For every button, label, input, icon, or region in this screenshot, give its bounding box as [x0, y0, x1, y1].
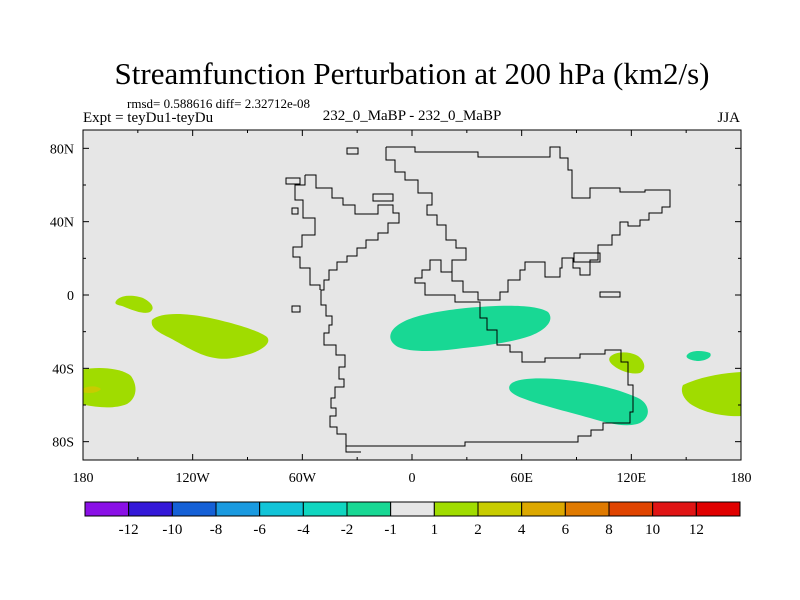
colorbar-swatch: [695, 501, 741, 517]
y-tick-label: 80N: [50, 142, 74, 157]
colorbar-label: -6: [253, 522, 266, 538]
y-tick-label: 40S: [52, 362, 74, 377]
indian-ocean-negative-south: [509, 378, 648, 426]
x-tick-label: 180: [731, 471, 752, 486]
colorbar: -12 -10 -8 -6 -4 -2 -1 1 2 4 6 8 10 12: [84, 501, 741, 538]
s-pacific-east-positive: [681, 372, 741, 417]
colorbar-label: -1: [384, 522, 397, 538]
season-label: JJA: [717, 110, 740, 126]
colorbar-label: 6: [562, 522, 570, 538]
colorbar-swatch: [608, 501, 654, 517]
x-tick-label: 0: [409, 471, 416, 486]
coastline-islands: [291, 252, 621, 313]
period-label: 232_0_MaBP - 232_0_MaBP: [323, 108, 502, 124]
coastline-antarctic-edge: [345, 446, 361, 453]
s-pacific-positive-small: [115, 295, 153, 313]
y-tick-label: 0: [67, 289, 74, 304]
tasman-negative: [686, 350, 711, 361]
colorbar-swatch: [564, 501, 610, 517]
x-tick-label: 120W: [176, 471, 211, 486]
y-tick-label: 40N: [50, 216, 74, 231]
contour-fills: [83, 295, 741, 426]
stats-label: rmsd= 0.588616 diff= 2.32712e-08: [127, 96, 310, 111]
colorbar-label: -10: [162, 522, 182, 538]
colorbar-swatch: [128, 501, 173, 517]
colorbar-swatch: [259, 501, 304, 517]
colorbar-swatch: [652, 501, 697, 517]
x-tick-label: 60E: [510, 471, 533, 486]
colorbar-swatch: [390, 501, 435, 517]
coastline-north-america-west: [292, 175, 321, 290]
colorbar-label: -2: [341, 522, 354, 538]
southern-ocean-positive-west: [83, 368, 136, 408]
colorbar-swatch: [171, 501, 217, 517]
australia-positive: [609, 352, 645, 374]
x-tick-label: 180: [73, 471, 94, 486]
colorbar-swatch: [433, 501, 479, 517]
colorbar-swatch: [477, 501, 523, 517]
coastline-eurasia: [361, 146, 671, 447]
chart-title: Streamfunction Perturbation at 200 hPa (…: [115, 56, 710, 91]
colorbar-swatch: [346, 501, 392, 517]
s-pacific-positive-large: [151, 313, 269, 359]
coastlines: [285, 146, 671, 453]
x-axis: 180 120W 60W 0 60E 120E 180: [73, 130, 752, 486]
colorbar-label: 10: [645, 522, 660, 538]
colorbar-swatch: [84, 501, 130, 517]
colorbar-label: -8: [210, 522, 223, 538]
colorbar-label: 8: [605, 522, 613, 538]
southern-ocean-peak: [83, 386, 101, 393]
colorbar-label: 2: [474, 522, 482, 538]
x-tick-label: 60W: [289, 471, 317, 486]
coastline-greenland-bits: [285, 147, 394, 215]
coastline-americas: [305, 174, 400, 447]
colorbar-label: 12: [689, 522, 704, 538]
colorbar-swatch: [215, 501, 261, 517]
y-tick-label: 80S: [52, 436, 74, 451]
y-axis: 80N 40N 0 40S 80S: [50, 142, 741, 451]
colorbar-label: 4: [518, 522, 526, 538]
colorbar-swatch: [521, 501, 566, 517]
indian-ocean-negative-north: [390, 305, 551, 352]
x-tick-label: 120E: [617, 471, 647, 486]
colorbar-label: 1: [431, 522, 439, 538]
colorbar-swatch: [302, 501, 348, 517]
colorbar-label: -12: [119, 522, 139, 538]
coastline-europe-west: [385, 147, 467, 272]
experiment-label: Expt = teyDu1-teyDu: [83, 110, 214, 126]
colorbar-label: -4: [297, 522, 310, 538]
